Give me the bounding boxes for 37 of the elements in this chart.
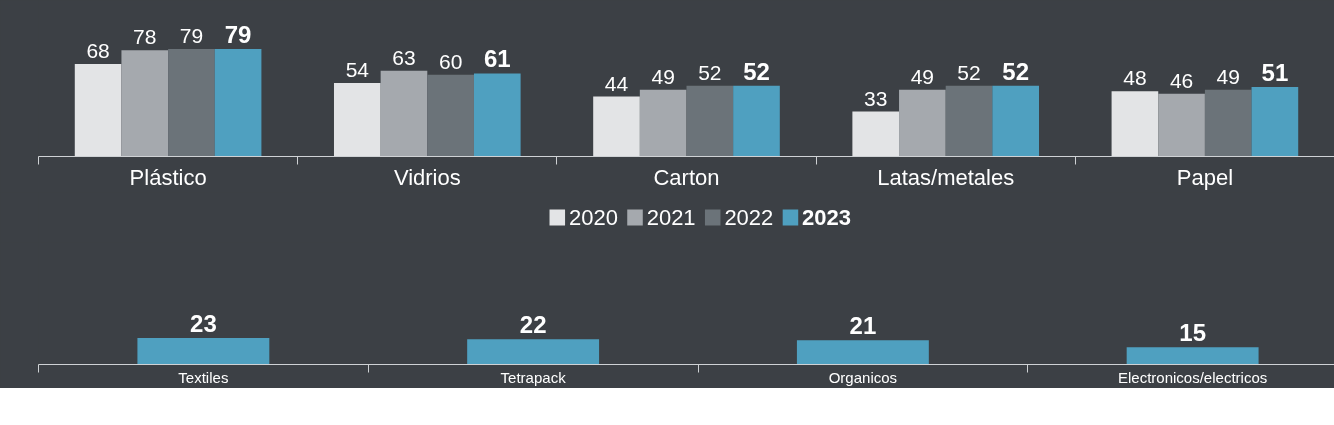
data-label: 52 bbox=[1002, 57, 1030, 85]
data-label: 61 bbox=[483, 45, 511, 73]
x-tick-label: Textiles bbox=[178, 368, 229, 386]
x-tick-label: Plástico bbox=[129, 164, 207, 190]
data-label: 23 bbox=[190, 309, 217, 337]
data-label: 54 bbox=[345, 57, 370, 81]
x-tick-label: Tetrapack bbox=[500, 368, 567, 386]
data-label: 52 bbox=[957, 60, 981, 84]
data-label: 51 bbox=[1261, 59, 1289, 87]
data-label: 78 bbox=[133, 25, 157, 49]
data-label: 49 bbox=[1216, 64, 1240, 88]
data-label: 52 bbox=[743, 57, 770, 85]
legend-label: 2022 bbox=[724, 205, 774, 230]
data-label: 49 bbox=[651, 64, 675, 88]
x-tick-label: Carton bbox=[653, 164, 720, 190]
data-label: 79 bbox=[224, 20, 252, 48]
legend-label: 2020 bbox=[568, 205, 618, 230]
data-label: 46 bbox=[1169, 68, 1194, 92]
legend-label: 2023 bbox=[802, 205, 852, 230]
data-label: 68 bbox=[86, 38, 110, 62]
data-label: 79 bbox=[179, 23, 204, 47]
data-label: 33 bbox=[864, 86, 888, 110]
x-tick-label: Papel bbox=[1176, 164, 1234, 190]
data-label: 22 bbox=[519, 311, 547, 339]
data-label: 60 bbox=[438, 49, 463, 73]
data-label: 63 bbox=[392, 45, 416, 69]
x-tick-label: Organicos bbox=[828, 368, 898, 386]
data-label: 48 bbox=[1123, 66, 1147, 90]
legend-label: 2021 bbox=[646, 205, 696, 230]
x-tick-label: Latas/metales bbox=[877, 164, 1015, 190]
data-label: 49 bbox=[910, 64, 935, 88]
data-label: 52 bbox=[698, 60, 722, 84]
x-tick-label: Vidrios bbox=[393, 164, 461, 190]
data-label: 44 bbox=[604, 71, 629, 95]
data-label: 15 bbox=[1179, 319, 1206, 347]
x-tick-label: Electronicos/electricos bbox=[1118, 368, 1268, 386]
data-label: 21 bbox=[849, 312, 877, 340]
